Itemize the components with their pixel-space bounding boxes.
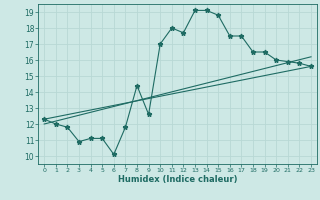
X-axis label: Humidex (Indice chaleur): Humidex (Indice chaleur): [118, 175, 237, 184]
